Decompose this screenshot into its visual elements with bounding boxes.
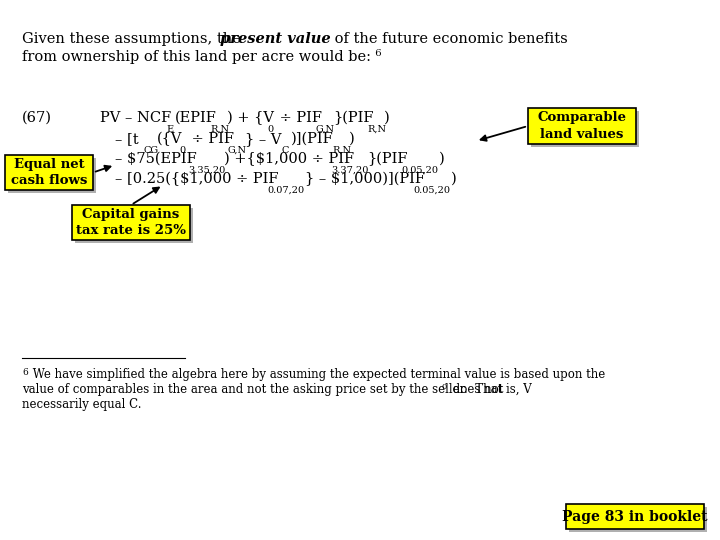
Text: 0: 0 [442,383,447,391]
Text: value of comparables in the area and not the asking price set by the seller.  Th: value of comparables in the area and not… [22,383,532,396]
Text: present value: present value [220,32,330,46]
Text: 0.05,20: 0.05,20 [401,166,438,175]
Text: ): ) [439,152,445,166]
Text: G,N: G,N [227,146,246,155]
Text: (EPIF: (EPIF [175,111,217,125]
Text: 0: 0 [267,125,273,134]
Text: }(PIF: }(PIF [333,111,374,125]
FancyBboxPatch shape [566,504,704,529]
FancyBboxPatch shape [528,108,636,144]
Text: R,N: R,N [367,125,386,134]
Text: Page 83 in booklet: Page 83 in booklet [562,510,708,523]
Text: 0.07,20: 0.07,20 [267,186,304,195]
Text: from ownership of this land per acre would be: ⁶: from ownership of this land per acre wou… [22,49,382,64]
Text: Given these assumptions, the: Given these assumptions, the [22,32,246,46]
Text: Capital gains
tax rate is 25%: Capital gains tax rate is 25% [76,208,186,237]
FancyBboxPatch shape [75,208,193,243]
Text: We have simplified the algebra here by assuming the expected terminal value is b: We have simplified the algebra here by a… [29,368,606,381]
Text: PV – NCF: PV – NCF [100,111,171,125]
FancyBboxPatch shape [8,158,96,193]
Text: C: C [281,146,289,155]
Text: Equal net
cash flows: Equal net cash flows [11,158,87,187]
FancyBboxPatch shape [72,205,190,240]
Text: 3.35,20: 3.35,20 [188,166,225,175]
Text: ): ) [349,132,355,146]
Text: 6: 6 [22,368,28,377]
Text: – [0.25({$1,000 ÷ PIF: – [0.25({$1,000 ÷ PIF [115,172,279,186]
Text: R,N: R,N [332,146,351,155]
Text: of the future economic benefits: of the future economic benefits [330,32,568,46]
Text: CG: CG [143,146,158,155]
Text: 3.37,20: 3.37,20 [331,166,369,175]
Text: necessarily equal C.: necessarily equal C. [22,398,142,411]
Text: – $75(EPIF: – $75(EPIF [115,152,197,166]
Text: ÷ PIF: ÷ PIF [275,111,322,125]
FancyBboxPatch shape [531,111,639,147]
Text: } – V: } – V [245,132,282,146]
Text: ) + {V: ) + {V [227,111,274,125]
Text: ): ) [451,172,456,186]
Text: ({V: ({V [157,132,182,146]
Text: )](PIF: )](PIF [291,132,334,146]
Text: E: E [166,125,173,134]
FancyBboxPatch shape [569,507,707,532]
Text: ): ) [384,111,390,125]
Text: ÷ PIF: ÷ PIF [187,132,234,146]
Text: 0.05,20: 0.05,20 [413,186,450,195]
Text: ) +{$1,000 ÷ PIF: ) +{$1,000 ÷ PIF [224,152,354,166]
Text: G,N: G,N [315,125,334,134]
Text: does not: does not [449,383,503,396]
Text: R,N: R,N [210,125,229,134]
Text: } – $1,000)](PIF: } – $1,000)](PIF [305,172,425,186]
Text: (67): (67) [22,111,52,125]
Text: }(PIF: }(PIF [367,152,408,166]
Text: – [t: – [t [115,132,139,146]
Text: Comparable
land values: Comparable land values [538,111,626,140]
FancyBboxPatch shape [5,155,93,190]
Text: 0: 0 [179,146,185,155]
